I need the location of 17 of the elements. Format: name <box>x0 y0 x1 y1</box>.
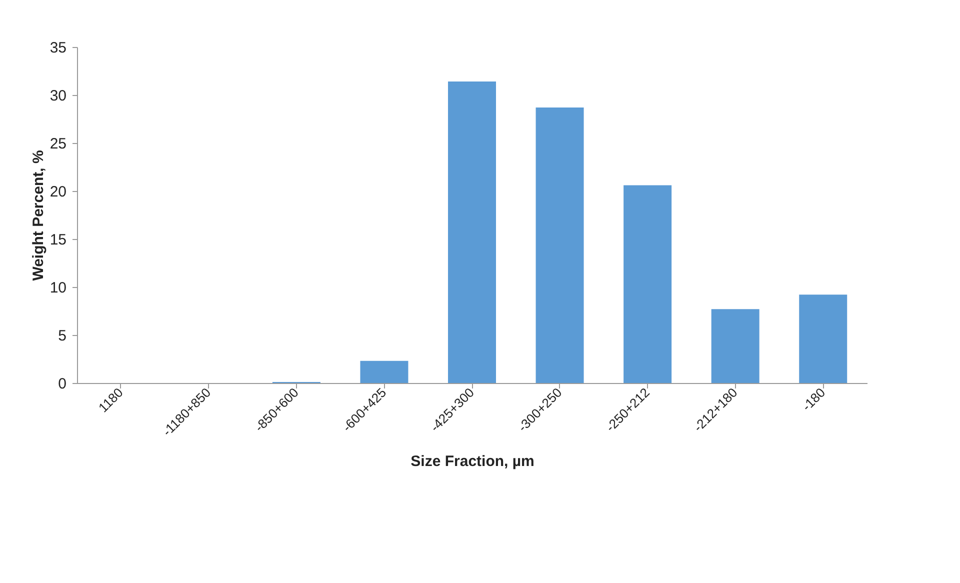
y-tick-label: 15 <box>50 232 66 248</box>
bar <box>448 82 496 383</box>
y-tick-label: 5 <box>58 328 66 344</box>
bar <box>799 294 848 383</box>
bar <box>536 107 584 383</box>
bar <box>624 185 672 383</box>
x-axis-title: Size Fraction, µm <box>410 452 534 470</box>
y-tick-label: 20 <box>50 184 66 200</box>
y-tick-label: 0 <box>58 376 66 392</box>
y-tick-label: 35 <box>50 40 66 56</box>
y-tick-label: 25 <box>50 136 66 152</box>
y-tick-label: 30 <box>50 88 66 104</box>
y-axis-title: Weight Percent, % <box>30 150 47 281</box>
bar <box>360 360 408 383</box>
y-tick-label: 10 <box>50 280 66 296</box>
x-tick-label: -180 <box>799 384 828 414</box>
bar <box>711 309 760 383</box>
